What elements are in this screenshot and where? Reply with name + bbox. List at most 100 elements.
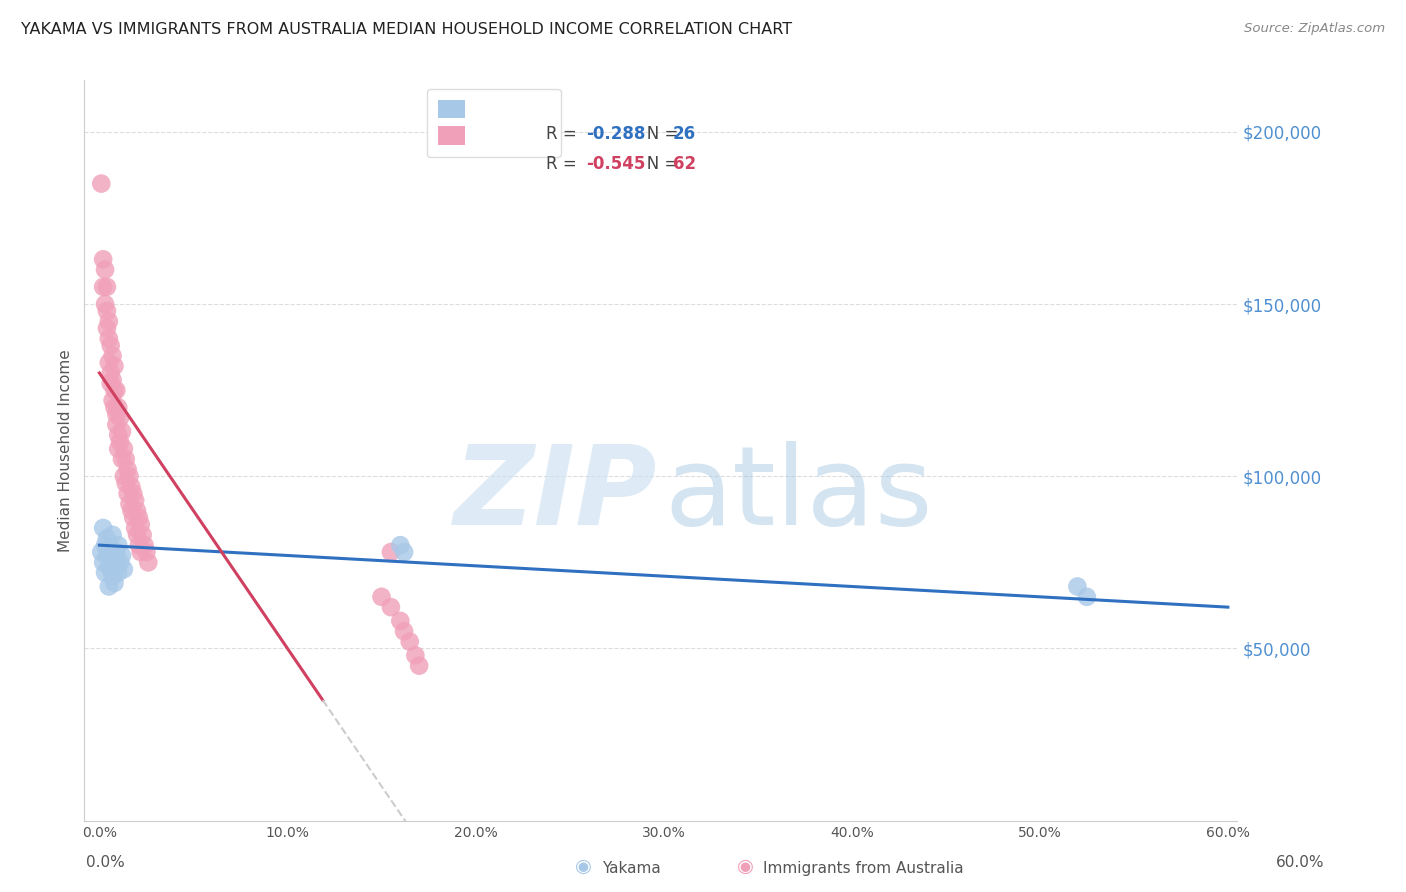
Point xyxy=(96,280,118,294)
Point xyxy=(97,579,120,593)
Point xyxy=(103,576,125,591)
Point xyxy=(101,373,124,387)
Point xyxy=(100,541,122,556)
Point xyxy=(91,280,114,294)
Point xyxy=(114,476,136,491)
Point xyxy=(100,366,122,380)
Point xyxy=(97,356,120,370)
Point xyxy=(117,486,139,500)
Text: -0.545: -0.545 xyxy=(586,155,645,173)
Text: ZIP: ZIP xyxy=(454,442,658,549)
Point xyxy=(103,552,125,566)
Point xyxy=(97,558,120,573)
Point xyxy=(103,383,125,397)
Point xyxy=(370,590,392,604)
Point xyxy=(91,252,114,267)
Point xyxy=(97,314,120,328)
Point xyxy=(135,545,157,559)
Text: ◉: ◉ xyxy=(737,857,754,876)
Point xyxy=(131,528,153,542)
Point xyxy=(107,442,129,456)
Point xyxy=(408,658,430,673)
Point xyxy=(97,332,120,346)
Point xyxy=(118,497,141,511)
Point xyxy=(1076,590,1098,604)
Point xyxy=(105,558,128,573)
Point xyxy=(105,407,128,421)
Point xyxy=(117,462,139,476)
Point xyxy=(112,442,135,456)
Text: Source: ZipAtlas.com: Source: ZipAtlas.com xyxy=(1244,22,1385,36)
Text: N =: N = xyxy=(631,155,683,173)
Point xyxy=(94,538,117,552)
Point xyxy=(105,545,128,559)
Point xyxy=(392,545,415,559)
Point xyxy=(94,297,117,311)
Point xyxy=(380,545,402,559)
Point xyxy=(122,486,145,500)
Point xyxy=(111,425,134,439)
Point xyxy=(101,349,124,363)
Point xyxy=(108,434,131,449)
Text: 62: 62 xyxy=(673,155,696,173)
Point xyxy=(105,417,128,432)
Point xyxy=(129,517,152,532)
Point xyxy=(129,545,152,559)
Point xyxy=(107,538,129,552)
Point xyxy=(128,538,150,552)
Point xyxy=(136,555,159,569)
Text: N =: N = xyxy=(631,126,683,144)
Point xyxy=(398,634,420,648)
Point xyxy=(100,376,122,391)
Point xyxy=(101,528,124,542)
Point xyxy=(125,504,148,518)
Point xyxy=(100,338,122,352)
Text: atlas: atlas xyxy=(664,442,932,549)
Point xyxy=(94,566,117,580)
Point xyxy=(107,566,129,580)
Point xyxy=(103,359,125,373)
Point xyxy=(107,428,129,442)
Point xyxy=(120,480,142,494)
Point xyxy=(112,469,135,483)
Y-axis label: Median Household Income: Median Household Income xyxy=(58,349,73,552)
Point xyxy=(91,555,114,569)
Text: ◉: ◉ xyxy=(575,857,592,876)
Point xyxy=(112,562,135,576)
Point xyxy=(118,469,141,483)
Point xyxy=(134,538,156,552)
Legend: dummy1, dummy2: dummy1, dummy2 xyxy=(426,88,561,157)
Point xyxy=(101,569,124,583)
Point xyxy=(94,262,117,277)
Point xyxy=(380,600,402,615)
Point xyxy=(114,452,136,467)
Point xyxy=(90,545,112,559)
Point xyxy=(128,510,150,524)
Point xyxy=(389,538,412,552)
Point xyxy=(107,401,129,415)
Text: Immigrants from Australia: Immigrants from Australia xyxy=(763,861,965,876)
Point xyxy=(101,393,124,408)
Text: 0.0%: 0.0% xyxy=(86,855,125,870)
Point xyxy=(124,493,146,508)
Point xyxy=(96,304,118,318)
Point xyxy=(108,410,131,425)
Point xyxy=(105,383,128,397)
Point xyxy=(404,648,426,663)
Point xyxy=(120,504,142,518)
Text: 60.0%: 60.0% xyxy=(1277,855,1324,870)
Point xyxy=(122,510,145,524)
Text: YAKAMA VS IMMIGRANTS FROM AUSTRALIA MEDIAN HOUSEHOLD INCOME CORRELATION CHART: YAKAMA VS IMMIGRANTS FROM AUSTRALIA MEDI… xyxy=(21,22,792,37)
Point xyxy=(100,562,122,576)
Point xyxy=(125,528,148,542)
Point xyxy=(124,521,146,535)
Point xyxy=(389,614,412,628)
Text: Yakama: Yakama xyxy=(602,861,661,876)
Point xyxy=(392,624,415,639)
Text: 26: 26 xyxy=(673,126,696,144)
Text: R =: R = xyxy=(547,155,582,173)
Point xyxy=(91,521,114,535)
Point xyxy=(108,555,131,569)
Text: -0.288: -0.288 xyxy=(586,126,645,144)
Point xyxy=(96,549,118,563)
